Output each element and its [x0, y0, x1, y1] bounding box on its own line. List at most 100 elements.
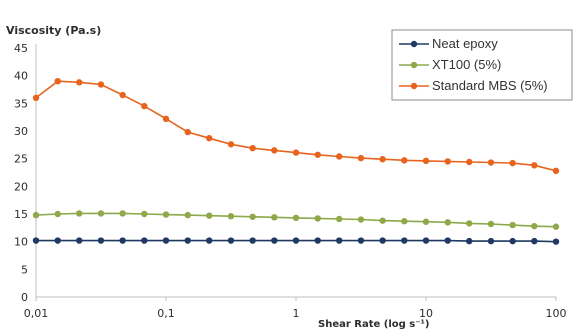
data-point: [336, 215, 343, 223]
data-point: [141, 102, 148, 110]
data-point: [227, 237, 235, 244]
data-point: [32, 237, 40, 244]
legend-items: Neat epoxy XT100 (5%) Standard MBS (5%): [399, 36, 548, 93]
data-point: [76, 210, 83, 217]
data-point: [54, 78, 61, 85]
data-point: [444, 219, 451, 226]
data-point: [509, 221, 516, 229]
data-point: [487, 220, 495, 228]
data-point: [206, 134, 213, 142]
data-point: [466, 237, 473, 245]
legend-entry-label: Neat epoxy: [432, 36, 498, 51]
y-tick-label: 5: [21, 263, 28, 276]
data-point: [422, 157, 430, 165]
data-point: [292, 149, 300, 156]
legend-swatch-marker: [410, 40, 418, 48]
y-tick-label: 0: [21, 291, 28, 304]
data-point: [54, 210, 61, 218]
data-point: [444, 158, 451, 165]
data-point: [97, 210, 105, 217]
data-point: [227, 141, 235, 148]
y-tick-label: 40: [14, 70, 28, 83]
y-tick-label: 30: [14, 125, 28, 138]
data-point: [401, 157, 408, 164]
data-point: [76, 79, 83, 86]
y-tick-label: 45: [14, 42, 28, 55]
data-point: [292, 214, 300, 222]
data-point: [422, 237, 430, 244]
data-point: [97, 237, 105, 244]
data-point: [531, 222, 538, 230]
data-point: [379, 217, 386, 224]
data-point: [422, 218, 430, 225]
data-point: [184, 128, 191, 136]
data-point: [487, 237, 495, 245]
data-point: [509, 159, 516, 167]
data-point: [552, 223, 560, 230]
y-tick-label: 15: [14, 208, 28, 221]
data-point: [466, 158, 473, 166]
data-point: [119, 91, 126, 99]
series-layer: [32, 78, 560, 245]
axes-layer: 0 5 10 15 20 25 30 35 40 45 0,01 0,1 1 10 100: [14, 42, 567, 320]
data-point: [249, 237, 256, 244]
x-tick-label: 10: [419, 307, 433, 320]
data-point: [162, 115, 170, 123]
data-point: [357, 154, 365, 162]
data-point: [292, 237, 300, 244]
data-point: [531, 162, 538, 169]
data-point: [466, 220, 473, 227]
legend: Neat epoxy XT100 (5%) Standard MBS (5%): [391, 29, 573, 101]
data-point: [357, 237, 365, 244]
x-tick-label: 0,01: [24, 307, 49, 320]
data-point: [379, 156, 386, 163]
y-tick-label: 20: [14, 180, 28, 193]
x-tick-label: 0,1: [157, 307, 175, 320]
x-axis-label: Shear Rate (log s⁻¹): [318, 319, 429, 330]
legend-entry-label: XT100 (5%): [432, 57, 501, 72]
data-point: [401, 237, 408, 244]
x-tick-label: 100: [546, 307, 567, 320]
data-point: [271, 237, 278, 244]
data-point: [336, 237, 343, 244]
data-point: [401, 217, 408, 225]
y-tick-label: 25: [14, 153, 28, 166]
data-point: [162, 211, 170, 218]
data-point: [184, 211, 191, 219]
legend-swatch-marker: [410, 61, 418, 69]
legend-entry-label: Standard MBS (5%): [432, 78, 548, 93]
data-point: [249, 213, 256, 220]
data-point: [162, 237, 170, 244]
data-point: [32, 94, 40, 102]
data-point: [336, 153, 343, 160]
y-axis-label: Viscosity (Pa.s): [6, 24, 101, 37]
data-point: [271, 214, 278, 221]
data-point: [227, 213, 235, 220]
data-point: [76, 237, 83, 244]
data-point: [32, 211, 40, 219]
data-point: [271, 147, 278, 154]
data-point: [487, 159, 495, 166]
x-tick-label: 1: [293, 307, 300, 320]
data-point: [509, 237, 516, 245]
data-point: [141, 210, 148, 218]
data-point: [379, 237, 386, 244]
data-point: [444, 237, 451, 244]
data-point: [552, 167, 560, 175]
data-point: [119, 210, 126, 217]
y-tick-label: 35: [14, 97, 28, 110]
y-tick-label: 10: [14, 236, 28, 249]
data-point: [531, 237, 538, 245]
data-point: [314, 237, 321, 244]
data-point: [54, 237, 61, 244]
data-point: [119, 237, 126, 244]
legend-swatch-marker: [410, 82, 418, 90]
data-point: [206, 212, 213, 219]
data-point: [249, 144, 256, 152]
data-point: [141, 237, 148, 244]
data-point: [314, 215, 321, 222]
data-point: [314, 151, 321, 158]
data-point: [357, 216, 365, 223]
